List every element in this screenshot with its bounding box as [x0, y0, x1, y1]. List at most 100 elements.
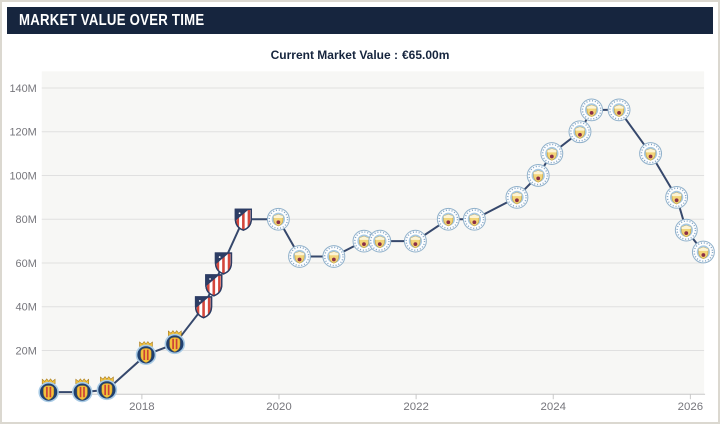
- data-point-mancity[interactable]: [436, 207, 460, 231]
- shield-band: [681, 225, 691, 229]
- rose-icon: [701, 253, 706, 257]
- data-point-mancity[interactable]: [526, 164, 550, 187]
- x-axis-label: 2024: [541, 401, 567, 413]
- data-point-mancity[interactable]: [266, 207, 290, 231]
- y-axis-label: 140M: [9, 83, 36, 95]
- data-point-mancity[interactable]: [352, 229, 376, 253]
- badge-lettering-ring: [693, 242, 714, 262]
- shield-stripe: [46, 386, 48, 398]
- data-point-mancity[interactable]: [540, 142, 564, 165]
- shield-stripe: [104, 384, 107, 396]
- shield-stripes: [196, 296, 211, 318]
- y-axis-label: 120M: [9, 127, 36, 139]
- shield-band: [375, 236, 385, 240]
- data-point-mancity[interactable]: [674, 218, 698, 242]
- data-point-mancity[interactable]: [288, 245, 311, 268]
- badge-lettering-ring: [464, 209, 485, 230]
- rose-icon: [589, 110, 594, 115]
- rose-icon: [648, 154, 653, 159]
- rose-icon: [674, 198, 679, 203]
- data-point-mancity[interactable]: [322, 245, 346, 268]
- shield-stripe: [143, 349, 146, 360]
- shield-band: [646, 148, 656, 153]
- data-point-villarreal[interactable]: [38, 378, 59, 403]
- badge-lettering-ring: [369, 231, 390, 251]
- shield-band: [410, 236, 420, 240]
- section-title: MARKET VALUE OVER TIME: [19, 11, 205, 29]
- data-point-mancity[interactable]: [665, 185, 689, 209]
- data-point-mancity[interactable]: [505, 185, 529, 209]
- shield-shape: [76, 385, 88, 401]
- shield-stripe: [49, 386, 52, 398]
- rose-icon: [515, 198, 519, 203]
- badge-lettering-ring: [609, 100, 629, 120]
- y-axis-label: 20M: [16, 345, 37, 357]
- data-point-mancity[interactable]: [639, 142, 663, 165]
- badge-lettering-ring: [570, 121, 590, 142]
- x-axis-label: 2020: [266, 401, 291, 413]
- data-point-villarreal[interactable]: [72, 378, 93, 403]
- shield-stripes: [236, 209, 251, 231]
- y-axis-label: 40M: [16, 302, 37, 314]
- star-icon: [209, 278, 211, 280]
- data-point-atletico[interactable]: [205, 274, 223, 297]
- data-point-atletico[interactable]: [194, 296, 213, 319]
- rose-icon: [413, 242, 418, 246]
- star-icon: [218, 256, 221, 258]
- rose-icon: [549, 154, 554, 159]
- data-point-mancity[interactable]: [368, 229, 392, 253]
- star-icon: [198, 299, 201, 302]
- current-market-value-label: Current Market Value :: [270, 48, 398, 62]
- y-axis-label: 60M: [16, 258, 37, 270]
- data-point-atletico[interactable]: [234, 208, 253, 231]
- data-point-atletico[interactable]: [214, 252, 233, 275]
- rose-icon: [362, 242, 366, 246]
- data-point-mancity[interactable]: [691, 240, 715, 264]
- shield-band: [575, 127, 585, 131]
- rose-icon: [276, 220, 281, 225]
- current-market-value-amount: €65.00m: [402, 48, 450, 62]
- shield-band: [698, 247, 708, 251]
- badge-lettering-ring: [507, 187, 527, 208]
- x-axis-label: 2022: [403, 401, 428, 413]
- shield-border: [214, 252, 233, 275]
- shield-stripe: [172, 338, 174, 350]
- shield-stripe: [79, 386, 82, 398]
- star-icon: [238, 212, 241, 215]
- data-point-mancity[interactable]: [607, 98, 631, 122]
- shield-border: [194, 296, 213, 319]
- shield-band: [329, 251, 339, 256]
- shield-band: [443, 214, 453, 219]
- badge-lettering-ring: [324, 246, 344, 267]
- data-point-mancity[interactable]: [580, 98, 604, 122]
- badge-lettering-ring: [268, 209, 289, 230]
- shield-stripes: [206, 275, 221, 296]
- y-axis-label: 100M: [9, 170, 36, 182]
- shield-stripe: [107, 384, 110, 396]
- shield-border: [234, 208, 253, 231]
- badge-lettering-ring: [581, 100, 602, 120]
- rose-icon: [331, 257, 336, 262]
- data-point-villarreal[interactable]: [135, 341, 157, 366]
- shield-band: [294, 251, 305, 256]
- shield-stripe: [175, 338, 178, 350]
- data-point-villarreal[interactable]: [96, 376, 118, 401]
- current-market-value: Current Market Value : €65.00m: [2, 48, 718, 62]
- shield-band: [273, 214, 283, 219]
- badge-lettering-ring: [541, 143, 562, 164]
- shield-shape: [101, 383, 113, 398]
- shield-shape: [43, 385, 55, 401]
- data-point-mancity[interactable]: [462, 207, 486, 231]
- data-point-villarreal[interactable]: [164, 330, 186, 355]
- badge-lettering-ring: [438, 209, 459, 230]
- shield-band: [672, 192, 682, 197]
- rose-icon: [617, 110, 621, 115]
- shield-stripe: [146, 349, 149, 360]
- shield-shape: [140, 348, 152, 363]
- rose-icon: [446, 220, 451, 225]
- x-axis-label: 2026: [678, 401, 703, 413]
- data-point-mancity[interactable]: [568, 120, 592, 144]
- data-point-mancity[interactable]: [403, 229, 427, 253]
- y-axis-label: 80M: [16, 214, 37, 226]
